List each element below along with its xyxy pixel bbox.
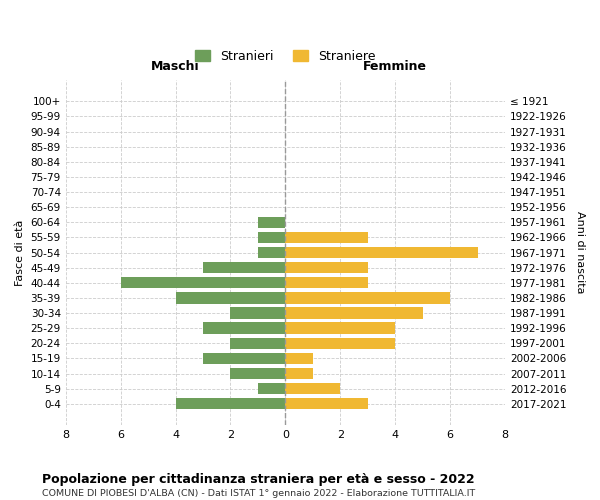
Bar [286, 232, 368, 243]
Bar [286, 322, 395, 334]
Bar [230, 368, 286, 379]
Bar [121, 277, 286, 288]
Bar [203, 322, 286, 334]
Bar [286, 338, 395, 349]
Bar [203, 352, 286, 364]
Bar [286, 247, 478, 258]
Bar [286, 383, 340, 394]
Bar [230, 308, 286, 318]
Y-axis label: Fasce di età: Fasce di età [15, 220, 25, 286]
Bar [176, 292, 286, 304]
Text: Popolazione per cittadinanza straniera per età e sesso - 2022: Popolazione per cittadinanza straniera p… [42, 472, 475, 486]
Y-axis label: Anni di nascita: Anni di nascita [575, 212, 585, 294]
Bar [286, 262, 368, 274]
Bar [286, 292, 450, 304]
Bar [203, 262, 286, 274]
Bar [176, 398, 286, 409]
Bar [258, 216, 286, 228]
Bar [258, 383, 286, 394]
Bar [286, 308, 422, 318]
Text: Femmine: Femmine [363, 60, 427, 73]
Bar [286, 368, 313, 379]
Legend: Stranieri, Straniere: Stranieri, Straniere [190, 45, 380, 68]
Bar [286, 277, 368, 288]
Bar [258, 247, 286, 258]
Text: Maschi: Maschi [151, 60, 200, 73]
Text: COMUNE DI PIOBESI D'ALBA (CN) - Dati ISTAT 1° gennaio 2022 - Elaborazione TUTTIT: COMUNE DI PIOBESI D'ALBA (CN) - Dati IST… [42, 489, 475, 498]
Bar [258, 232, 286, 243]
Bar [286, 352, 313, 364]
Bar [230, 338, 286, 349]
Bar [286, 398, 368, 409]
